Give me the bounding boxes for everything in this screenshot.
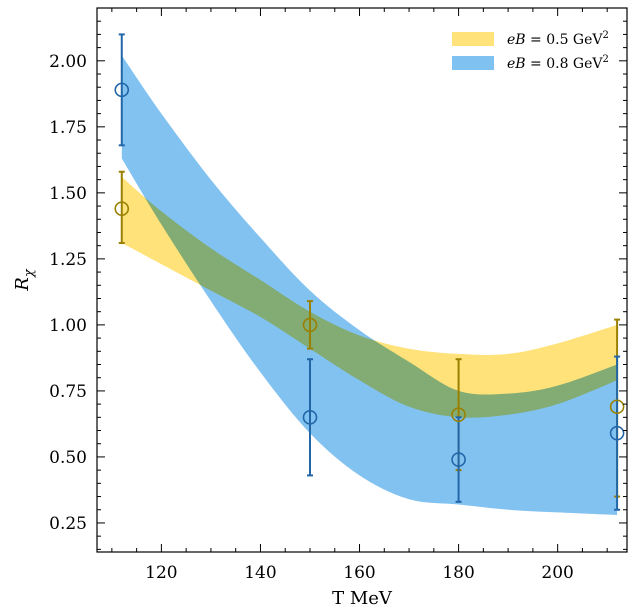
point-s2-2 [302, 410, 318, 425]
point-s2-4 [609, 425, 625, 441]
x-tick-label: 120 [145, 563, 177, 583]
legend-swatch-1 [452, 32, 494, 46]
point-s1-1 [114, 201, 130, 216]
y-tick-label: 1.75 [49, 118, 87, 138]
tick-labels: 120 140 160 180 200 0.25 0.50 0.75 1.00 1.25 1.50 1… [49, 52, 574, 583]
y-axis-label-main: R [12, 277, 33, 292]
error-bars [118, 33, 621, 511]
point-s1-4 [609, 399, 625, 415]
band-series-1 [121, 177, 618, 418]
x-tick-label: 140 [244, 563, 276, 583]
error-bar-s2-4 [614, 355, 621, 511]
point-s1-2 [302, 317, 318, 333]
x-tick-label: 200 [541, 563, 573, 583]
y-tick-label: 1.25 [49, 250, 87, 270]
legend-label-2: eB = 0.8 GeV2 [507, 54, 609, 72]
point-s2-1 [114, 82, 130, 98]
legend-label-1: eB = 0.5 GeV2 [507, 30, 609, 48]
y-tick-label: 1.50 [49, 184, 87, 204]
y-tick-label: 1.00 [49, 316, 87, 336]
point-s1-3 [451, 407, 466, 422]
error-bar-s1-2 [306, 300, 313, 350]
x-tick-label: 180 [442, 563, 474, 583]
error-bar-s2-2 [306, 358, 313, 477]
legend-swatch-2 [452, 56, 494, 70]
y-tick-label: 0.25 [49, 514, 87, 534]
y-axis-label: Rχ [12, 268, 37, 292]
error-bar-s2-1 [118, 33, 125, 147]
x-axis-label: T MeV [332, 588, 393, 608]
data-points [114, 82, 625, 467]
error-bar-s2-3 [455, 416, 462, 503]
point-s2-3 [451, 452, 466, 467]
plot-frame [96, 7, 628, 553]
y-tick-label: 2.00 [49, 52, 87, 72]
confidence-bands [121, 55, 618, 515]
legend: eB = 0.5 GeV2 eB = 0.8 GeV2 [452, 30, 609, 72]
y-axis-label-subscript: χ [22, 268, 37, 278]
axis-ticks [97, 7, 627, 552]
y-tick-label: 0.75 [49, 382, 87, 402]
band-series-2 [121, 55, 618, 515]
error-bar-s1-1 [118, 170, 125, 245]
x-tick-label: 160 [343, 563, 375, 583]
y-tick-label: 0.50 [49, 448, 87, 468]
